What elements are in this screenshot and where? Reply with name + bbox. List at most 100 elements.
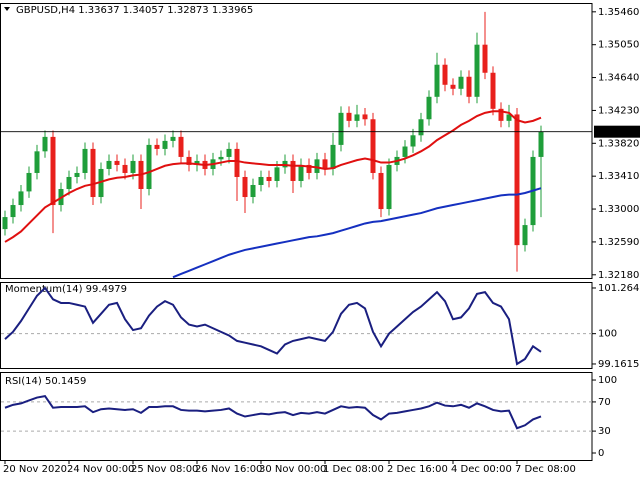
candle-body — [498, 108, 504, 121]
candle-body — [362, 114, 368, 120]
x-tick-label: 1 Dec 08:00 — [323, 464, 384, 475]
y-tick-label: 1.34640 — [598, 73, 639, 84]
x-tick-label: 26 Nov 16:00 — [195, 464, 262, 475]
y-tick-label: 99.1615 — [598, 359, 639, 370]
y-tick-label: 0 — [598, 448, 604, 459]
candle-body — [466, 76, 472, 97]
price-tag — [594, 125, 640, 138]
candle-body — [34, 151, 40, 173]
momentum-title: Momentum(14) 99.4979 — [5, 284, 127, 295]
candle-body — [314, 159, 320, 173]
candle-body — [74, 172, 80, 177]
candle-body — [474, 44, 480, 97]
candle-body — [154, 144, 160, 149]
candle-body — [538, 131, 544, 157]
candle-body — [130, 160, 136, 173]
candle-body — [2, 217, 8, 230]
candle-body — [50, 136, 56, 206]
candle-body — [170, 136, 176, 141]
y-tick-label: 101.2645 — [598, 283, 640, 294]
y-tick-label: 100 — [598, 375, 617, 386]
collapse-arrow — [4, 7, 10, 11]
candle-body — [258, 176, 264, 185]
y-tick-label: 1.33000 — [598, 204, 639, 215]
candle-body — [298, 164, 304, 181]
candle-body — [450, 84, 456, 89]
y-tick-label: 1.35050 — [598, 40, 639, 51]
candle-body — [338, 112, 344, 145]
indicator-line — [172, 187, 542, 279]
candle-body — [122, 164, 128, 173]
indicator-line — [4, 394, 542, 430]
y-tick-label: 1.32180 — [598, 270, 639, 281]
candle-body — [402, 146, 408, 157]
candle-body — [330, 144, 336, 169]
candle-body — [266, 176, 272, 181]
candle-body — [378, 172, 384, 210]
candle-body — [194, 160, 200, 165]
x-tick-label: 2 Dec 16:00 — [387, 464, 448, 475]
chart-title: GBPUSD,H4 1.33637 1.34057 1.32873 1.3396… — [16, 5, 253, 16]
panel-frame — [0, 282, 593, 369]
candle-body — [26, 172, 32, 192]
candle-body — [18, 191, 24, 206]
candle-body — [306, 164, 312, 173]
candle-body — [146, 144, 152, 190]
candle-body — [354, 114, 360, 121]
x-tick-label: 24 Nov 00:00 — [67, 464, 134, 475]
candle-body — [242, 176, 248, 198]
candle-body — [42, 136, 48, 152]
candle-body — [290, 160, 296, 181]
candle-body — [410, 135, 416, 147]
x-tick-label: 25 Nov 08:00 — [131, 464, 198, 475]
candle-body — [442, 64, 448, 85]
candle-body — [106, 160, 112, 169]
y-tick-label: 30 — [598, 426, 611, 437]
candle-body — [82, 148, 88, 173]
candle-body — [186, 156, 192, 165]
x-tick-label: 7 Dec 08:00 — [515, 464, 576, 475]
candle-body — [66, 176, 72, 190]
y-tick-label: 1.32590 — [598, 237, 639, 248]
y-tick-label: 1.33410 — [598, 171, 639, 182]
candle-body — [218, 156, 224, 160]
candle-body — [226, 148, 232, 157]
candle-body — [250, 184, 256, 198]
candle-body — [458, 76, 464, 89]
candle-body — [234, 148, 240, 177]
candle-body — [506, 114, 512, 121]
panel-frame — [0, 3, 593, 279]
candle-body — [162, 140, 168, 149]
candle-body — [434, 64, 440, 97]
rsi-title: RSI(14) 50.1459 — [5, 376, 86, 387]
candle-body — [490, 72, 496, 109]
y-tick-label: 1.34230 — [598, 105, 639, 116]
candle-body — [346, 112, 352, 121]
x-tick-label: 4 Dec 00:00 — [451, 464, 512, 475]
candle-body — [114, 160, 120, 165]
x-tick-label: 20 Nov 2020 — [3, 464, 67, 475]
y-tick-label: 100 — [598, 329, 617, 340]
panel-frame — [0, 372, 593, 461]
candle-body — [522, 225, 528, 246]
x-tick-label: 30 Nov 00:00 — [259, 464, 326, 475]
candle-body — [370, 119, 376, 173]
price-tag-label: 1.33965 — [597, 127, 638, 138]
candle-body — [482, 44, 488, 73]
candle-body — [514, 114, 520, 246]
y-tick-label: 1.33820 — [598, 138, 639, 149]
candle-body — [274, 167, 280, 181]
candle-body — [90, 148, 96, 198]
candle-body — [418, 119, 424, 136]
y-tick-label: 1.35460 — [598, 7, 639, 18]
candle-body — [322, 159, 328, 169]
candle-body — [10, 205, 16, 218]
indicator-line — [4, 286, 542, 366]
candle-body — [386, 164, 392, 210]
y-tick-label: 70 — [598, 397, 611, 408]
candle-body — [426, 96, 432, 120]
candle-body — [178, 136, 184, 157]
candle-body — [98, 168, 104, 198]
